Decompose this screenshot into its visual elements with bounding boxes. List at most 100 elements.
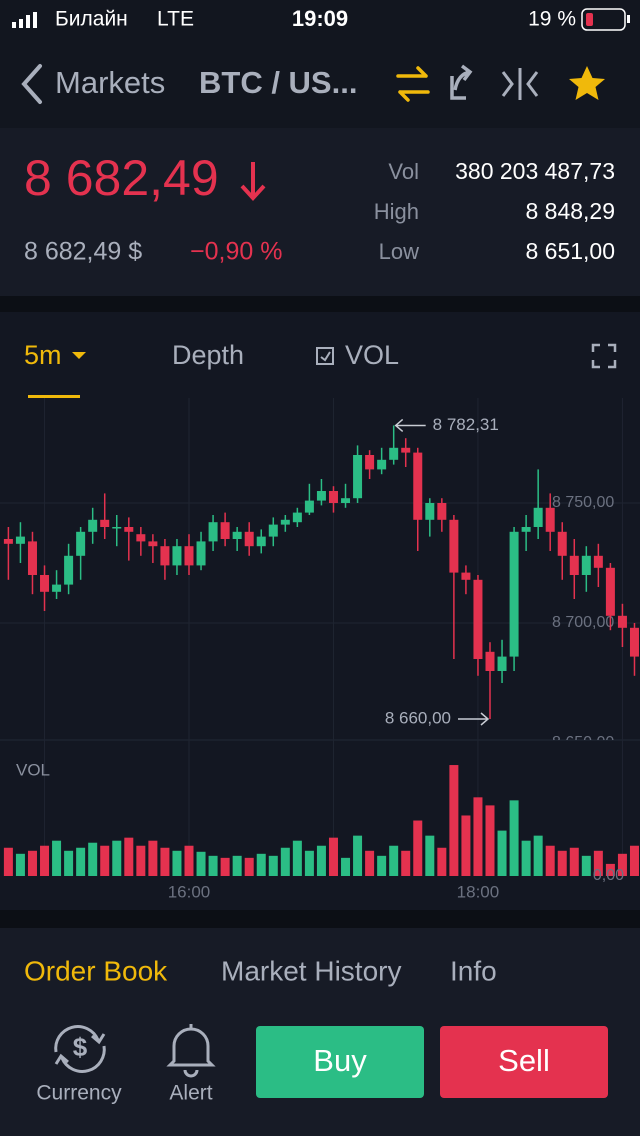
x-tick-label: 18:00	[457, 882, 500, 901]
signal-icon	[12, 12, 37, 28]
volume-bar	[100, 845, 110, 876]
interval-tab[interactable]: 5m	[24, 340, 62, 370]
stat-value: 8 848,29	[525, 198, 615, 224]
volume-bar	[581, 855, 591, 876]
candle-body	[521, 527, 531, 532]
bottom-tab[interactable]: Info	[450, 955, 497, 986]
vol-checkbox[interactable]	[316, 347, 334, 365]
buy-button[interactable]	[256, 1026, 424, 1098]
candle-body	[76, 531, 86, 556]
candle-body	[100, 519, 110, 527]
extreme-label: 8 660,00	[385, 708, 451, 727]
candle-body	[88, 519, 98, 532]
volume-bar	[617, 853, 627, 876]
volume-bar	[88, 842, 98, 876]
alert-label[interactable]: Alert	[169, 1082, 212, 1105]
candle-body	[232, 531, 242, 539]
candle-body	[52, 584, 62, 592]
network: LTE	[157, 8, 194, 31]
dropdown-icon[interactable]	[72, 352, 86, 359]
volume-bar	[533, 835, 543, 876]
back-icon[interactable]	[21, 64, 42, 104]
candle-body	[316, 491, 326, 501]
volume-bar	[64, 850, 74, 876]
currency-label[interactable]: Currency	[36, 1082, 122, 1105]
candle-body	[64, 555, 74, 585]
candle-body	[40, 575, 50, 592]
volume-bar	[112, 840, 122, 876]
volume-bar	[292, 840, 302, 876]
candle-body	[136, 534, 146, 542]
volume-bar	[328, 837, 338, 876]
candle-body	[581, 555, 591, 575]
stat-value: 8 651,00	[525, 238, 615, 264]
sell-label[interactable]: Sell	[498, 1043, 550, 1078]
volume-bar	[220, 857, 230, 876]
buy-label[interactable]: Buy	[313, 1043, 367, 1078]
separator	[0, 910, 640, 928]
tab-underline	[28, 395, 80, 398]
candle-body	[497, 656, 507, 671]
volume-bar	[521, 840, 531, 876]
currency-icon[interactable]	[54, 1025, 106, 1073]
volume-bar	[316, 845, 326, 876]
candle-body	[485, 651, 495, 671]
candle-body	[557, 531, 567, 556]
vol-tab[interactable]: VOL	[345, 340, 399, 370]
candle-body	[365, 455, 375, 470]
back-label[interactable]: Markets	[55, 65, 165, 100]
volume-bar	[485, 805, 495, 876]
candle-body	[533, 507, 543, 527]
stat-label: Vol	[388, 159, 419, 184]
sell-button[interactable]	[440, 1026, 608, 1098]
share-icon[interactable]	[450, 64, 473, 100]
y-tick-label: 8 650,00	[552, 734, 614, 751]
volume-bar	[196, 851, 206, 876]
volume-bar	[449, 765, 459, 876]
depth-tab[interactable]: Depth	[172, 340, 244, 370]
candle-body	[328, 491, 338, 503]
candle-body	[220, 522, 230, 539]
volume-bar	[377, 855, 387, 876]
bottom-tab[interactable]: Market History	[221, 955, 401, 986]
volume-bar	[473, 797, 483, 876]
volume-bar	[629, 845, 639, 876]
candle-body	[377, 459, 387, 470]
volume-title: VOL	[16, 760, 50, 779]
favorite-icon[interactable]	[569, 66, 605, 100]
candle-body	[593, 555, 603, 568]
clock: 19:09	[292, 6, 348, 31]
volume-bar	[425, 835, 435, 876]
battery-percent: 19 %	[528, 8, 576, 31]
compare-icon[interactable]	[501, 68, 539, 100]
candle-body	[244, 531, 254, 547]
candle-body	[461, 572, 471, 580]
candle-body	[184, 546, 194, 566]
candle-body	[256, 536, 266, 547]
candle-body	[569, 555, 579, 575]
candle-body	[629, 627, 639, 657]
candle-body	[196, 541, 206, 566]
fiat-price: 8 682,49 $	[24, 238, 142, 266]
volume-bar	[40, 845, 50, 876]
pair-title[interactable]: BTC / US...	[199, 65, 357, 100]
volume-bar	[353, 835, 363, 876]
candle-body	[449, 519, 459, 573]
candle-body	[148, 541, 158, 547]
alert-icon[interactable]	[166, 1024, 216, 1078]
candle-body	[208, 522, 218, 542]
candle-body	[353, 455, 363, 499]
bottom-tab[interactable]: Order Book	[24, 955, 168, 986]
volume-bar	[172, 850, 182, 876]
candle-body	[425, 503, 435, 520]
candle-body	[473, 579, 483, 659]
swap-icon[interactable]	[396, 66, 430, 102]
volume-bar	[136, 845, 146, 876]
candle-body	[509, 531, 519, 657]
fullscreen-icon[interactable]	[591, 343, 617, 369]
volume-bar	[569, 847, 579, 876]
candles: 8 750,00 8 700,00 8 650,00	[0, 425, 640, 751]
last-price: 8 682,49	[24, 150, 219, 206]
candle-body	[304, 500, 314, 513]
